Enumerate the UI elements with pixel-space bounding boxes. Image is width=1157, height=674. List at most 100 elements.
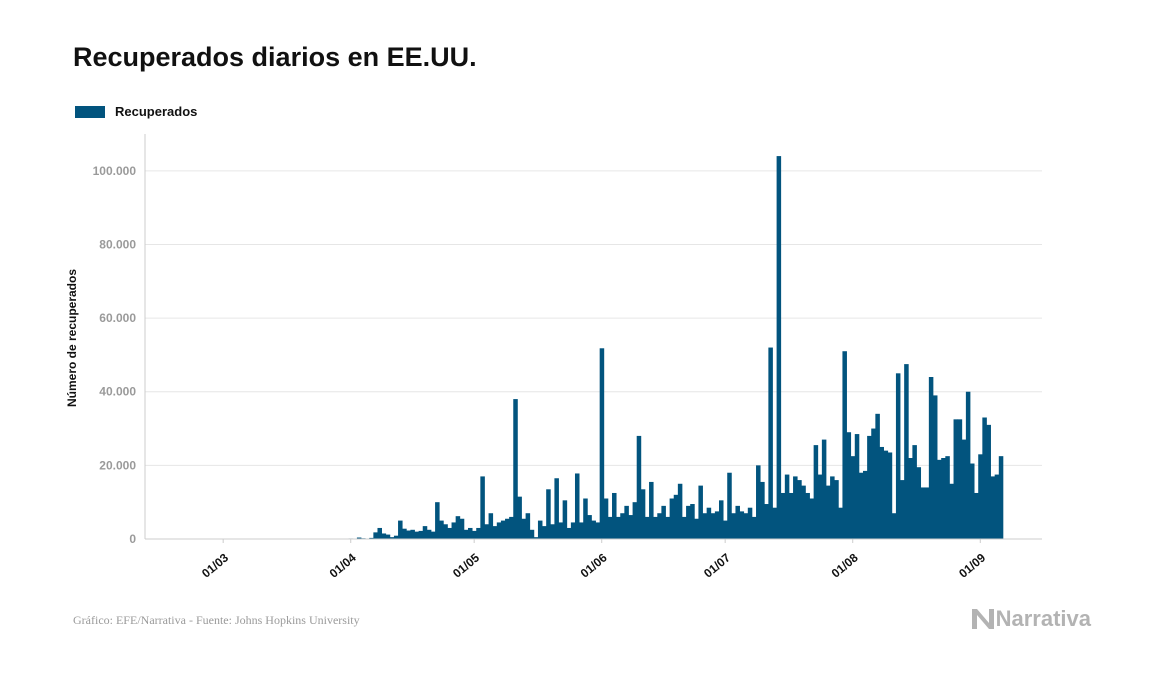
bar — [784, 474, 790, 539]
bar — [834, 480, 839, 539]
bar — [599, 348, 605, 539]
bar — [830, 476, 835, 539]
legend: Recuperados — [75, 104, 197, 119]
x-tick-label: 01/07 — [701, 550, 733, 580]
bar — [974, 492, 979, 539]
bar — [727, 472, 732, 539]
bar — [546, 489, 551, 539]
bar — [900, 480, 905, 539]
gridlines — [145, 170, 1042, 466]
bar — [632, 502, 638, 539]
bar — [690, 504, 695, 539]
bar — [653, 516, 658, 539]
y-tick-label: 20.000 — [99, 458, 136, 472]
bar — [677, 483, 683, 539]
bar — [661, 505, 666, 539]
bar — [393, 535, 399, 539]
bar — [644, 516, 650, 539]
bar — [863, 470, 868, 539]
bar — [649, 481, 654, 539]
bar — [813, 445, 819, 539]
bar — [513, 399, 518, 539]
bar — [673, 494, 679, 539]
bar — [636, 435, 642, 539]
x-tick-label: 01/09 — [956, 550, 988, 580]
bar — [961, 439, 967, 539]
chart-title: Recuperados diarios en EE.UU. — [73, 42, 477, 72]
bar — [949, 483, 954, 539]
x-tick-label: 01/03 — [199, 550, 231, 580]
bar — [739, 511, 745, 539]
bar — [895, 373, 901, 539]
bar — [447, 527, 452, 539]
bar — [776, 156, 782, 539]
bar — [385, 534, 391, 539]
bar — [562, 500, 568, 539]
bar — [751, 516, 757, 539]
bar — [624, 505, 629, 539]
bar — [463, 529, 469, 539]
bar — [858, 472, 864, 539]
bar — [780, 492, 786, 539]
bar — [842, 351, 847, 539]
bar — [496, 522, 502, 539]
narrativa-n-icon — [971, 609, 994, 629]
x-tick-label: 01/04 — [327, 550, 359, 580]
bar — [377, 527, 382, 539]
brand-name: Narrativa — [995, 606, 1091, 631]
bar — [476, 527, 481, 539]
bar — [373, 532, 378, 539]
bar — [969, 463, 975, 539]
bar — [595, 522, 601, 539]
bar — [867, 435, 872, 539]
bar — [509, 516, 514, 539]
bar — [928, 377, 934, 539]
bar — [640, 489, 646, 539]
bar — [937, 459, 942, 539]
bar — [817, 474, 823, 539]
bar — [492, 526, 498, 539]
bar — [398, 520, 403, 539]
bar — [480, 476, 485, 539]
bar — [517, 496, 522, 539]
bar — [854, 434, 860, 539]
bar — [965, 391, 971, 539]
bar — [612, 492, 617, 539]
x-tick-label: 01/05 — [450, 550, 482, 580]
bar — [669, 498, 675, 539]
bar — [570, 522, 576, 539]
bar — [389, 537, 395, 539]
bar — [542, 526, 547, 539]
bar — [908, 458, 913, 539]
bar — [788, 492, 794, 539]
bar — [743, 513, 749, 539]
bar — [426, 529, 432, 539]
bar — [430, 531, 436, 539]
bar — [686, 505, 691, 539]
bar — [838, 507, 843, 539]
bar — [998, 456, 1004, 539]
bar — [990, 476, 996, 539]
bar — [772, 507, 778, 539]
bar — [723, 520, 728, 539]
bar — [500, 520, 506, 539]
bar — [505, 518, 510, 539]
bar — [805, 492, 810, 539]
source-note: Gráfico: EFE/Narrativa - Fuente: Johns H… — [73, 613, 360, 627]
brand-logo: Narrativa — [971, 606, 1091, 632]
bar — [459, 518, 465, 539]
bar — [472, 530, 477, 539]
bar — [760, 481, 765, 539]
bar — [825, 485, 831, 539]
bar — [529, 529, 535, 539]
bar — [455, 516, 461, 539]
bar — [710, 513, 716, 539]
y-tick-label: 40.000 — [99, 385, 136, 399]
bar — [443, 524, 448, 539]
bar — [932, 395, 938, 539]
bar — [574, 473, 580, 539]
bar — [764, 504, 769, 539]
bar — [994, 474, 1000, 539]
bar — [607, 516, 613, 539]
bar — [797, 480, 802, 539]
